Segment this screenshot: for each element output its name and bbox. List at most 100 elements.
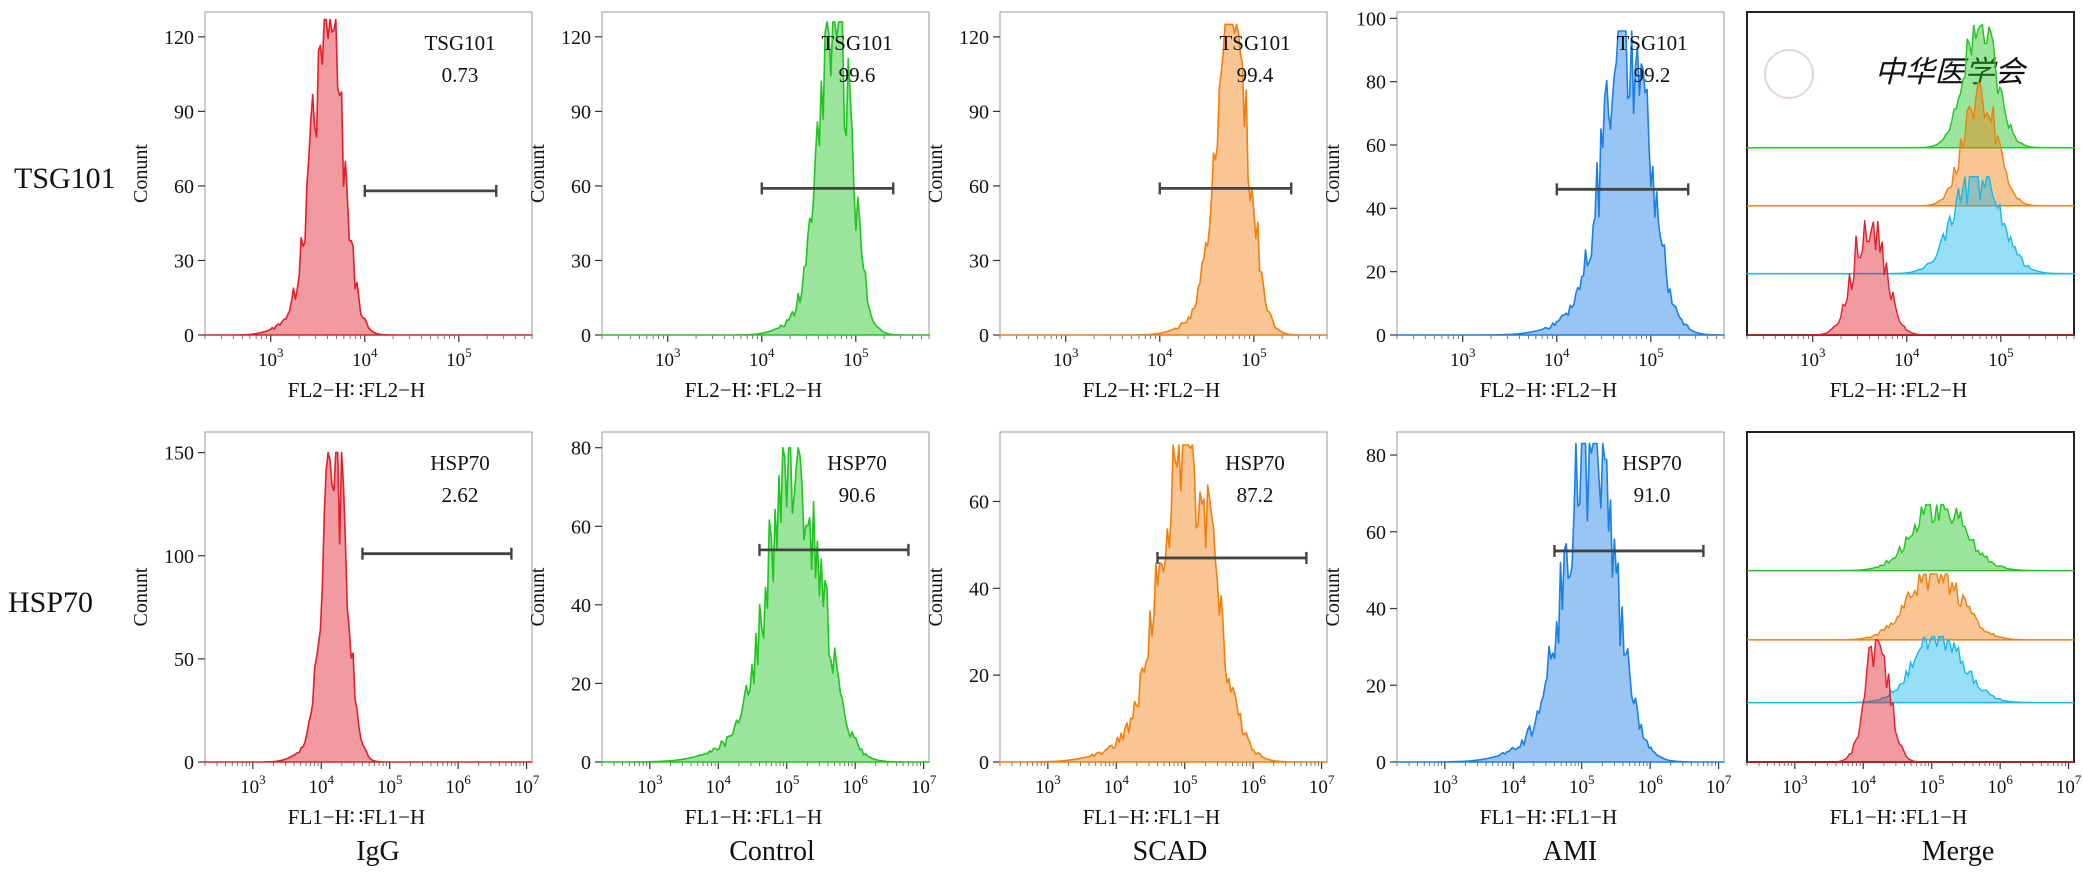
x-tick-label: 106	[445, 772, 471, 798]
histogram-area	[601, 21, 930, 336]
col-label-control: Control	[729, 836, 815, 867]
plot-frame	[204, 11, 533, 336]
x-tick-label: 104	[1147, 345, 1173, 371]
overlay-histogram	[1747, 220, 2074, 336]
x-axis-label: FL2−H∷FL2−H	[288, 378, 425, 402]
y-tick-label: 30	[571, 250, 591, 272]
x-axis-label: FL1−H∷FL1−H	[1083, 805, 1220, 829]
x-tick-label: 107	[2056, 772, 2082, 798]
x-axis-label: FL1−H∷FL1−H	[685, 805, 822, 829]
x-tick-label: 104	[1851, 772, 1877, 798]
panel-tsg101-control: 103 104 105 FL2−H∷FL2−H 0 30 60 90 120 Conunt TSG1…	[527, 11, 930, 402]
y-tick-label: 20	[1366, 262, 1386, 284]
x-tick-label: 106	[1240, 772, 1266, 798]
x-tick-label: 103	[258, 345, 284, 371]
x-tick-label: 103	[1450, 345, 1476, 371]
x-tick-label: 103	[1782, 772, 1808, 798]
overlay-histogram	[1747, 635, 2074, 704]
x-axis-label: FL2−H∷FL2−H	[685, 378, 822, 402]
gate-marker-label: HSP70	[1622, 451, 1682, 475]
x-axis-label: FL1−H∷FL1−H	[1480, 805, 1617, 829]
x-tick-label: 104	[749, 345, 775, 371]
x-tick-label: 104	[1501, 772, 1527, 798]
y-tick-label: 120	[164, 27, 194, 49]
gate-percent-value: 91.0	[1634, 483, 1671, 507]
x-tick-label: 105	[446, 345, 472, 371]
gate-marker-label: HSP70	[1225, 451, 1285, 475]
gate-percent-value: 87.2	[1237, 483, 1274, 507]
y-tick-label: 40	[969, 578, 989, 600]
row-label-hsp70: HSP70	[8, 586, 94, 619]
col-label-merge: Merge	[1921, 836, 1995, 867]
y-tick-label: 60	[571, 516, 591, 538]
y-axis-label: Conunt	[1322, 144, 1344, 203]
plot-frame	[1396, 11, 1725, 336]
y-tick-label: 60	[571, 176, 591, 198]
x-axis-label: FL1−H∷FL1−H	[288, 805, 425, 829]
x-axis-label: FL2−H∷FL2−H	[1083, 378, 1220, 402]
watermark-text: 中华医学会	[1875, 56, 2028, 89]
x-tick-label: 104	[309, 772, 335, 798]
overlay-histogram	[1747, 82, 2074, 207]
x-tick-label: 105	[1988, 345, 2014, 371]
gate-percent-value: 2.62	[442, 483, 479, 507]
y-tick-label: 60	[969, 491, 989, 513]
x-tick-label: 103	[240, 772, 266, 798]
y-tick-label: 80	[1366, 445, 1386, 467]
y-tick-label: 40	[1366, 599, 1386, 621]
y-axis-label: Conunt	[130, 144, 152, 203]
histogram-area	[1396, 442, 1725, 763]
overlay-histogram	[1747, 572, 2074, 641]
col-label-scad: SCAD	[1132, 836, 1208, 867]
x-tick-label: 104	[1894, 345, 1920, 371]
x-tick-label: 105	[1172, 772, 1198, 798]
x-tick-label: 106	[1637, 772, 1663, 798]
x-tick-label: 107	[1706, 772, 1732, 798]
overlay-histogram	[1746, 176, 2075, 275]
gate-marker-label: TSG101	[424, 31, 495, 55]
y-tick-label: 0	[184, 752, 194, 774]
y-tick-label: 0	[979, 752, 989, 774]
y-axis-label: Conunt	[527, 144, 549, 203]
x-tick-label: 105	[1241, 345, 1267, 371]
histogram-area	[601, 446, 930, 763]
panel-hsp70-control: 103 104 105 106 107 FL1−H∷FL1−H 0 20 40 60 80 Conun…	[527, 431, 937, 829]
histogram-area	[204, 451, 533, 763]
y-tick-label: 0	[1376, 325, 1386, 347]
y-tick-label: 20	[969, 665, 989, 687]
x-tick-label: 103	[655, 345, 681, 371]
panel-hsp70-merge: 103 104 105 106 107 FL1−H∷FL1−H	[1746, 431, 2082, 829]
y-axis-label: Conunt	[925, 144, 947, 203]
plot-frame	[601, 11, 930, 336]
y-tick-label: 90	[969, 101, 989, 123]
x-tick-label: 104	[706, 772, 732, 798]
gate-marker-label: HSP70	[430, 451, 490, 475]
col-label-ami: AMI	[1542, 836, 1598, 867]
y-tick-label: 80	[571, 438, 591, 460]
x-tick-label: 103	[1800, 345, 1826, 371]
y-tick-label: 40	[1366, 198, 1386, 220]
x-tick-label: 103	[637, 772, 663, 798]
y-tick-label: 60	[1366, 135, 1386, 157]
x-tick-label: 105	[774, 772, 800, 798]
gate-marker-label: TSG101	[821, 31, 892, 55]
y-axis-label: Conunt	[527, 567, 549, 626]
row-label-tsg101: TSG101	[14, 162, 116, 195]
panel-tsg101-igg: 103 104 105 FL2−H∷FL2−H 0 30 60 90 120 Conunt TSG1…	[130, 11, 533, 402]
x-axis-label: FL2−H∷FL2−H	[1830, 378, 1967, 402]
col-label-igg: IgG	[356, 836, 400, 867]
x-axis-label: FL2−H∷FL2−H	[1480, 378, 1617, 402]
plot-frame	[204, 431, 533, 763]
y-tick-label: 60	[174, 176, 194, 198]
y-tick-label: 150	[164, 443, 194, 465]
histogram-area	[999, 23, 1328, 336]
gate-percent-value: 90.6	[839, 483, 876, 507]
histogram-area	[1396, 30, 1725, 336]
x-tick-label: 103	[1035, 772, 1061, 798]
y-tick-label: 0	[979, 325, 989, 347]
y-tick-label: 20	[571, 673, 591, 695]
gate-marker-label: TSG101	[1616, 31, 1687, 55]
y-tick-label: 90	[174, 101, 194, 123]
x-tick-label: 106	[842, 772, 868, 798]
